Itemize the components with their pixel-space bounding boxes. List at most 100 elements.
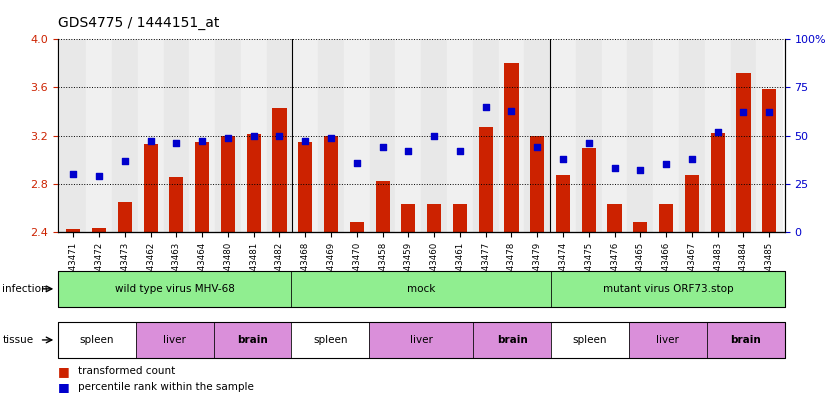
Bar [144, 144, 158, 393]
Bar [298, 141, 312, 393]
Bar [453, 204, 467, 393]
Bar [576, 39, 601, 232]
Bar [169, 176, 183, 393]
Point [711, 129, 724, 135]
Point [67, 171, 80, 177]
Text: brain: brain [237, 335, 268, 345]
Bar [447, 39, 472, 232]
Bar [685, 175, 699, 393]
Text: liver: liver [657, 335, 679, 345]
Bar [478, 127, 493, 393]
Point [762, 109, 776, 116]
Text: tissue: tissue [2, 335, 34, 345]
Text: transformed count: transformed count [78, 366, 176, 376]
Bar [762, 89, 776, 393]
Text: percentile rank within the sample: percentile rank within the sample [78, 382, 254, 392]
Bar [634, 222, 648, 393]
Bar [292, 39, 318, 232]
Bar [757, 39, 782, 232]
Point [557, 156, 570, 162]
Bar [710, 133, 724, 393]
Bar [396, 39, 421, 232]
Point [221, 134, 235, 141]
Bar [138, 39, 164, 232]
Point [325, 134, 338, 141]
Text: ■: ■ [58, 365, 69, 378]
Bar [499, 39, 525, 232]
Point [196, 138, 209, 145]
Bar [679, 39, 705, 232]
Bar [556, 175, 570, 393]
Text: liver: liver [164, 335, 186, 345]
Point [659, 161, 672, 167]
Bar [112, 39, 138, 232]
Bar [247, 134, 261, 393]
Bar [60, 39, 86, 232]
Point [453, 148, 467, 154]
Text: spleen: spleen [572, 335, 607, 345]
Bar [530, 136, 544, 393]
Bar [730, 39, 757, 232]
Bar [164, 39, 189, 232]
Point [376, 144, 389, 150]
Bar [659, 204, 673, 393]
Text: spleen: spleen [79, 335, 114, 345]
Point [118, 158, 131, 164]
Bar [318, 39, 344, 232]
Bar [370, 39, 396, 232]
Text: brain: brain [730, 335, 761, 345]
Text: GDS4775 / 1444151_at: GDS4775 / 1444151_at [58, 16, 219, 30]
Bar [550, 39, 576, 232]
Text: mutant virus ORF73.stop: mutant virus ORF73.stop [603, 284, 733, 294]
Point [93, 173, 106, 179]
Bar [66, 230, 80, 393]
Point [273, 132, 286, 139]
Text: mock: mock [407, 284, 435, 294]
Bar [421, 39, 447, 232]
Point [247, 132, 260, 139]
Bar [601, 39, 628, 232]
Point [144, 138, 157, 145]
Text: liver: liver [410, 335, 433, 345]
Point [582, 140, 596, 147]
Point [170, 140, 183, 147]
Point [479, 103, 492, 110]
Bar [267, 39, 292, 232]
Text: brain: brain [496, 335, 528, 345]
Bar [427, 204, 441, 393]
Bar [607, 204, 622, 393]
Bar [344, 39, 370, 232]
Bar [92, 228, 107, 393]
Text: spleen: spleen [313, 335, 348, 345]
Point [505, 107, 518, 114]
Bar [582, 148, 596, 393]
Bar [189, 39, 215, 232]
Bar [376, 181, 390, 393]
Text: ■: ■ [58, 380, 69, 393]
Bar [273, 108, 287, 393]
Bar [525, 39, 550, 232]
Bar [195, 141, 209, 393]
Bar [221, 136, 235, 393]
Bar [324, 136, 338, 393]
Bar [653, 39, 679, 232]
Bar [628, 39, 653, 232]
Point [634, 167, 647, 173]
Text: wild type virus MHV-68: wild type virus MHV-68 [115, 284, 235, 294]
Bar [349, 222, 364, 393]
Bar [118, 202, 132, 393]
Bar [241, 39, 267, 232]
Bar [472, 39, 499, 232]
Point [428, 132, 441, 139]
Bar [736, 73, 751, 393]
Point [299, 138, 312, 145]
Point [401, 148, 415, 154]
Point [686, 156, 699, 162]
Bar [86, 39, 112, 232]
Text: infection: infection [2, 284, 48, 294]
Bar [215, 39, 241, 232]
Point [608, 165, 621, 171]
Bar [401, 204, 415, 393]
Bar [705, 39, 730, 232]
Point [530, 144, 544, 150]
